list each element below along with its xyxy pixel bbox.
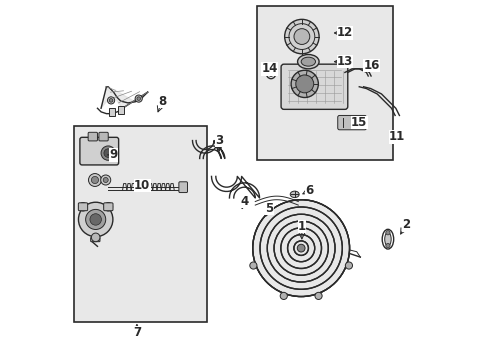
FancyBboxPatch shape: [99, 132, 108, 141]
Bar: [109, 108, 115, 116]
Circle shape: [137, 97, 140, 100]
Circle shape: [109, 99, 113, 102]
Circle shape: [249, 262, 257, 269]
Text: 8: 8: [158, 95, 166, 108]
Circle shape: [103, 177, 108, 183]
Bar: [257, 6, 392, 160]
Circle shape: [85, 210, 105, 229]
Bar: [74, 126, 206, 321]
FancyBboxPatch shape: [78, 203, 87, 211]
Text: 4: 4: [240, 195, 248, 208]
Text: 16: 16: [363, 59, 379, 72]
Circle shape: [78, 202, 113, 237]
Circle shape: [345, 262, 352, 269]
FancyBboxPatch shape: [90, 237, 100, 242]
Text: 9: 9: [109, 148, 118, 161]
Circle shape: [90, 214, 101, 225]
Circle shape: [91, 176, 99, 184]
Circle shape: [101, 146, 115, 160]
Circle shape: [297, 244, 305, 252]
Circle shape: [104, 202, 112, 211]
Circle shape: [91, 233, 100, 242]
Circle shape: [104, 149, 112, 157]
Ellipse shape: [297, 54, 319, 69]
Bar: [118, 106, 123, 114]
Circle shape: [88, 174, 101, 186]
FancyBboxPatch shape: [103, 203, 113, 211]
Text: 6: 6: [305, 184, 312, 197]
Text: 7: 7: [133, 326, 141, 339]
Text: 10: 10: [134, 179, 150, 192]
Circle shape: [293, 29, 309, 44]
Ellipse shape: [384, 232, 390, 246]
FancyBboxPatch shape: [281, 64, 347, 109]
Text: 15: 15: [350, 116, 366, 129]
Text: 12: 12: [336, 27, 352, 40]
Text: 11: 11: [388, 130, 404, 144]
Text: 13: 13: [336, 55, 352, 68]
Text: 2: 2: [401, 218, 409, 231]
Text: 5: 5: [265, 202, 273, 215]
Ellipse shape: [301, 57, 315, 66]
Circle shape: [252, 200, 349, 297]
Circle shape: [280, 292, 287, 300]
Circle shape: [107, 97, 115, 104]
Text: 3: 3: [215, 134, 223, 147]
Circle shape: [314, 292, 322, 300]
Circle shape: [290, 70, 318, 98]
FancyBboxPatch shape: [80, 137, 119, 165]
FancyBboxPatch shape: [337, 116, 366, 130]
Text: 14: 14: [261, 62, 277, 75]
Circle shape: [79, 202, 87, 211]
Ellipse shape: [290, 191, 299, 198]
FancyBboxPatch shape: [179, 182, 187, 193]
Circle shape: [101, 175, 110, 185]
Text: 1: 1: [297, 220, 305, 233]
Circle shape: [135, 95, 142, 102]
Polygon shape: [101, 87, 147, 108]
Circle shape: [284, 19, 319, 54]
Circle shape: [385, 230, 389, 235]
FancyBboxPatch shape: [88, 132, 97, 141]
Circle shape: [385, 243, 389, 248]
Circle shape: [295, 75, 313, 93]
